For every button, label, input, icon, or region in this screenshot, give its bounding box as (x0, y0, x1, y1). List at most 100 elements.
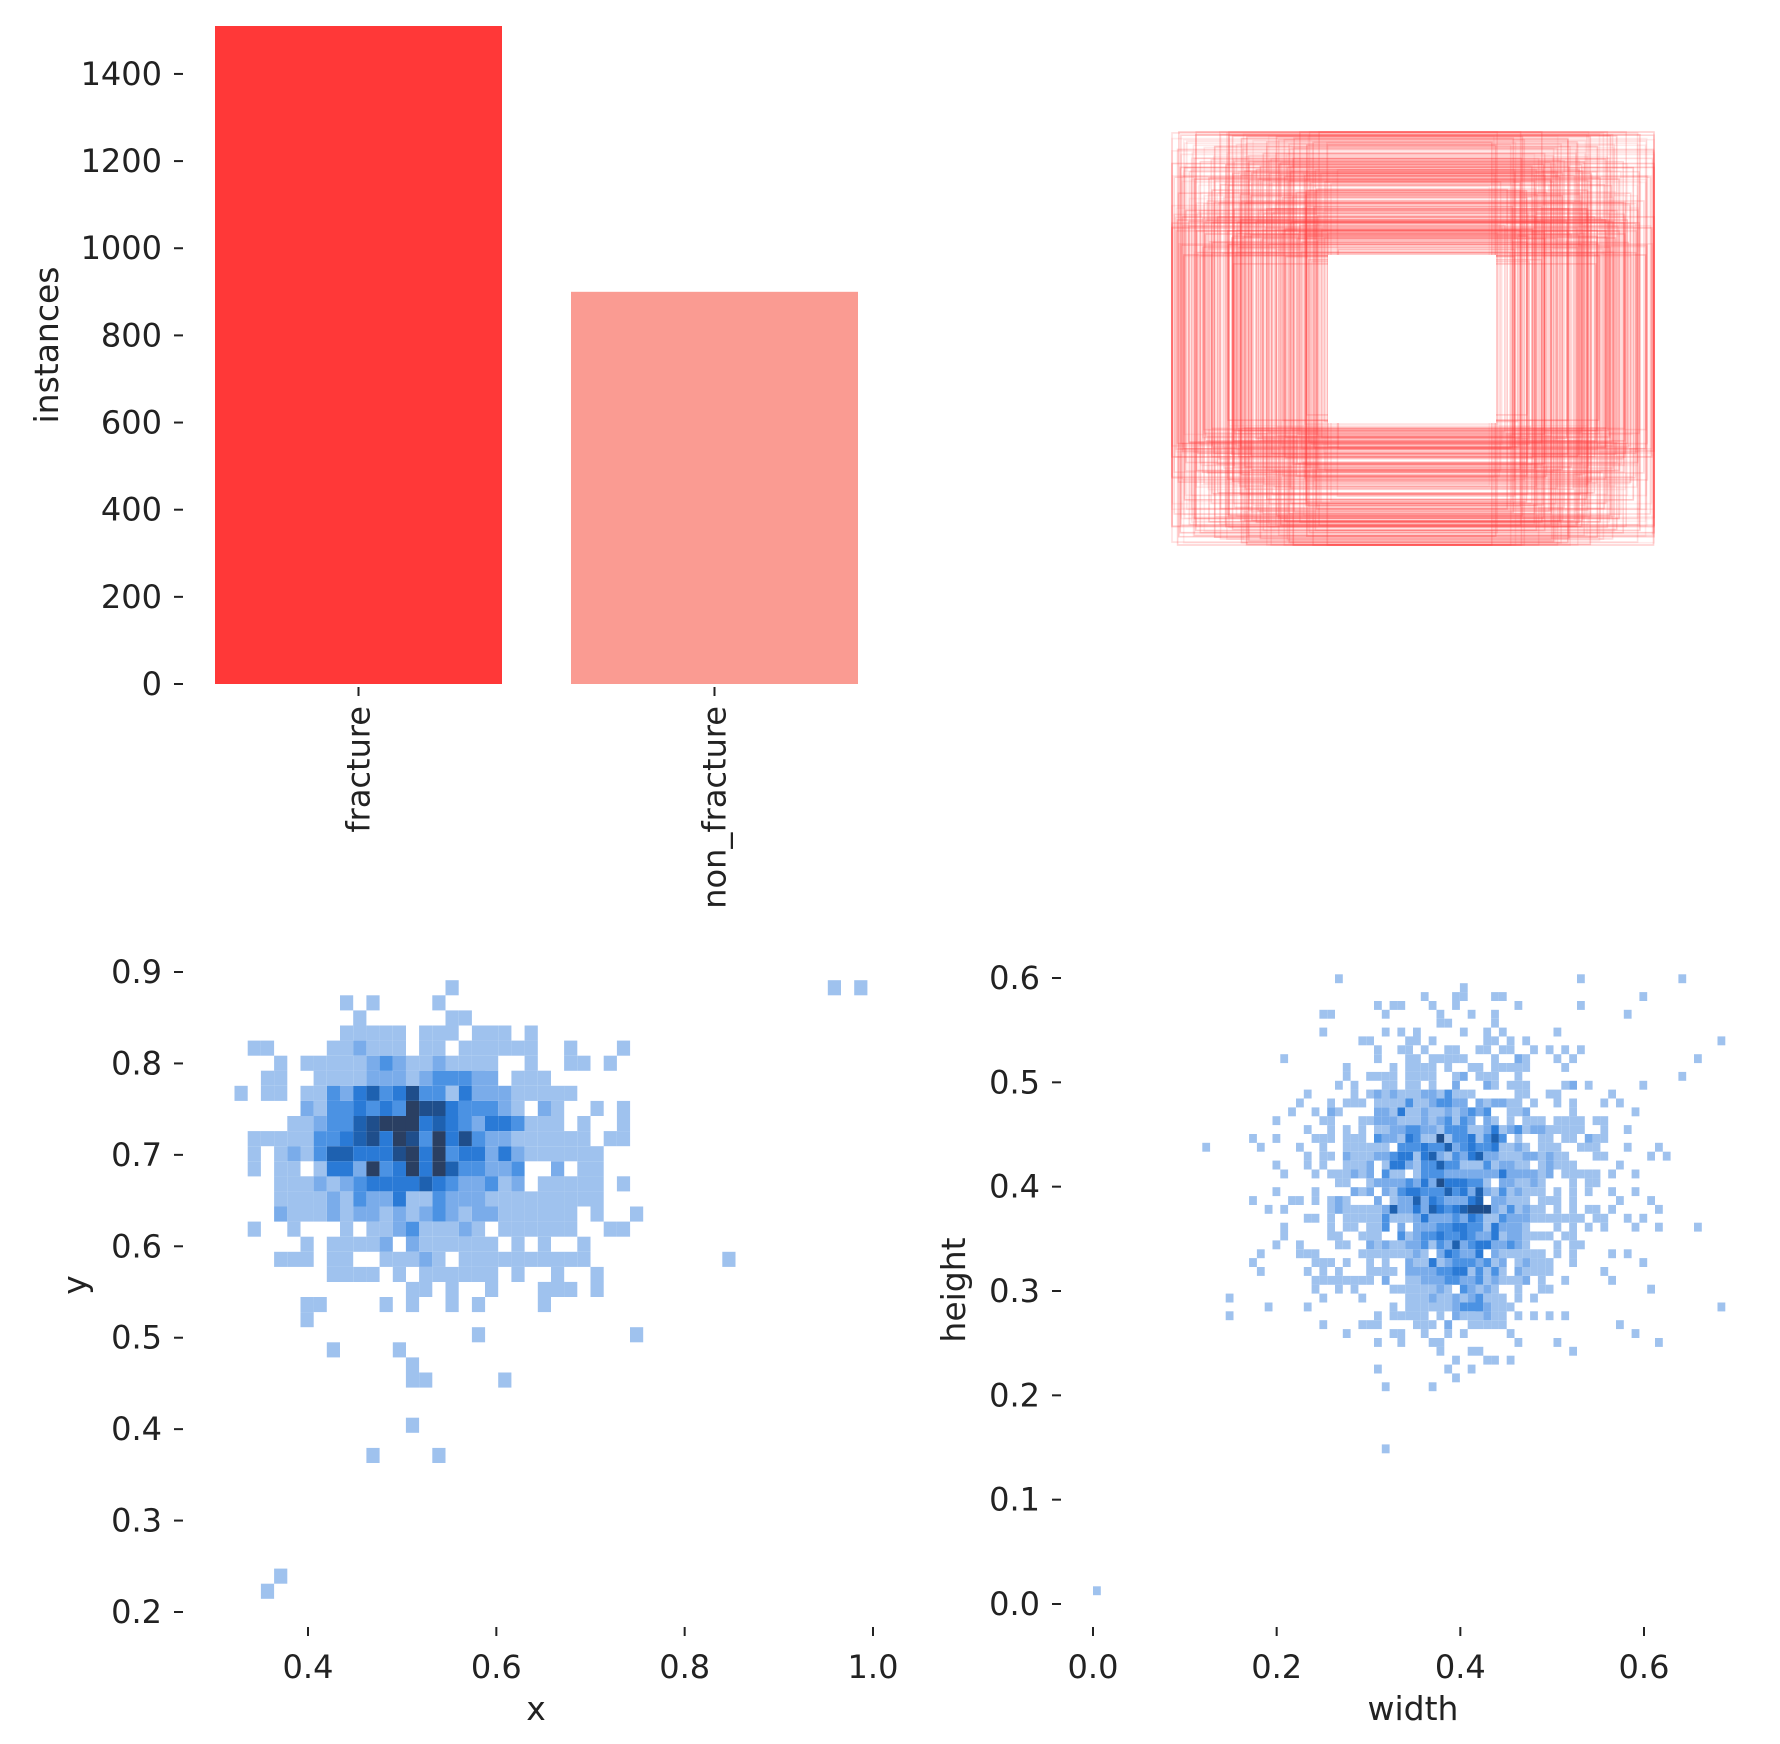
wh-heatmap-cell (1554, 1054, 1562, 1063)
xy-heatmap-cell (511, 1176, 524, 1191)
wh-heatmap-cell (1319, 1152, 1327, 1161)
xy-heatmap-cell (511, 1222, 524, 1237)
wh-heatmap-cell (1444, 1196, 1452, 1205)
wh-heatmap-cell (1507, 1178, 1515, 1187)
xy-heatmap-cell (419, 1176, 432, 1191)
wh-heatmap-cell (1429, 1143, 1437, 1152)
wh-heatmap-cell (1538, 1152, 1546, 1161)
xy-heatmap-cell (485, 1207, 498, 1222)
wh-heatmap-cell (1390, 1152, 1398, 1161)
wh-heatmap-cell (1476, 1045, 1484, 1054)
xy-heatmap-cell (340, 1026, 353, 1041)
wh-heatmap-cell (1429, 1152, 1437, 1161)
wh-heatmap-cell (1483, 1161, 1491, 1170)
wh-heatmap-cell (1483, 1311, 1491, 1320)
xy-heatmap-cell (380, 1101, 393, 1116)
xy-heatmap-cell (419, 1161, 432, 1176)
wh-heatmap-cell (1499, 1045, 1507, 1054)
xy-heatmap-cell (274, 1146, 287, 1161)
wh-heatmap-cell (1483, 1214, 1491, 1223)
wh-heatmap-cell (1460, 1099, 1468, 1108)
xy-heatmap-cell (591, 1191, 604, 1206)
xy-heatmap-cell (235, 1086, 248, 1101)
xy-heatmap-cell (301, 1237, 314, 1252)
wh-heatmap-cell (1507, 1161, 1515, 1170)
wh-heatmap-cell (1390, 1187, 1398, 1196)
wh-heatmap-cell (1515, 1063, 1523, 1072)
wh-heatmap-cell (1585, 1223, 1593, 1232)
wh-heatmap-cell (1351, 1223, 1359, 1232)
xy-heatmap-cell (525, 1086, 538, 1101)
wh-heatmap-cell (1444, 1116, 1452, 1125)
wh-heatmap-cell (1421, 1196, 1429, 1205)
wh-heatmap-cell (1273, 1161, 1281, 1170)
wh-heatmap-cell (1515, 1276, 1523, 1285)
xy-heatmap-cell (446, 1282, 459, 1297)
xy-heatmap-cell (459, 1101, 472, 1116)
xy-heatmap-cell (327, 1086, 340, 1101)
xy-x-tick-label: 1.0 (848, 1648, 899, 1686)
xy-heatmap-cell (591, 1282, 604, 1297)
wh-heatmap-cell (1421, 1249, 1429, 1258)
xy-heatmap-cell (380, 1116, 393, 1131)
wh-heatmap-cell (1296, 1249, 1304, 1258)
wh-heatmap-cell (1421, 1125, 1429, 1134)
wh-heatmap-cell (1397, 1232, 1405, 1241)
xy-heatmap-cell (301, 1191, 314, 1206)
xy-heatmap-cell (353, 1146, 366, 1161)
wh-heatmap-cell (1530, 1258, 1538, 1267)
wh-heatmap-cell (1429, 1134, 1437, 1143)
wh-heatmap-cell (1483, 1294, 1491, 1303)
wh-heatmap-cell (1257, 1143, 1265, 1152)
wh-heatmap-panel: 0.00.10.20.30.40.50.60.0 0.2 0.4 0.6 (989, 959, 1725, 1686)
xy-heatmap-cell (498, 1207, 511, 1222)
wh-heatmap-cell (1351, 1187, 1359, 1196)
wh-heatmap-cell (1569, 1081, 1577, 1090)
wh-heatmap-cell (1554, 1187, 1562, 1196)
xy-heatmap-cell (327, 1146, 340, 1161)
wh-heatmap-cell (1327, 1116, 1335, 1125)
wh-heatmap-cell (1429, 1223, 1437, 1232)
xy-heatmap-cell (577, 1191, 590, 1206)
wh-heatmap-cell (1304, 1214, 1312, 1223)
wh-heatmap-cell (1280, 1223, 1288, 1232)
xy-heatmap-cell (432, 1222, 445, 1237)
wh-heatmap-cell (1460, 1276, 1468, 1285)
wh-heatmap-cell (1405, 1285, 1413, 1294)
xy-heatmap-cell (301, 1056, 314, 1071)
wh-heatmap-cell (1608, 1090, 1616, 1099)
xy-heatmap-cell (485, 1267, 498, 1282)
wh-heatmap-cell (1343, 1196, 1351, 1205)
wh-heatmap-cell (1405, 1063, 1413, 1072)
wh-heatmap-cell (1351, 1099, 1359, 1108)
wh-heatmap-cell (1429, 1196, 1437, 1205)
wh-heatmap-cell (1397, 1249, 1405, 1258)
wh-heatmap-cell (1569, 1205, 1577, 1214)
xy-heatmap-cell (564, 1131, 577, 1146)
xy-heatmap-cell (511, 1207, 524, 1222)
wh-heatmap-cell (1491, 1036, 1499, 1045)
wh-heatmap-cell (1491, 1294, 1499, 1303)
xy-heatmap-cell (551, 1086, 564, 1101)
wh-heatmap-cell (1491, 1303, 1499, 1312)
xy-heatmap-cell (511, 1041, 524, 1056)
wh-heatmap-cell (1483, 1303, 1491, 1312)
wh-heatmap-cell (1382, 1010, 1390, 1019)
wh-heatmap-cell (1382, 1214, 1390, 1223)
wh-heatmap-cell (1444, 1294, 1452, 1303)
wh-heatmap-cell (1257, 1267, 1265, 1276)
wh-heatmap-cell (1390, 1285, 1398, 1294)
wh-heatmap-cell (1273, 1240, 1281, 1249)
wh-heatmap-cell (1530, 1205, 1538, 1214)
wh-heatmap-cell (1374, 1178, 1382, 1187)
wh-heatmap-cell (1577, 1125, 1585, 1134)
wh-heatmap-cell (1358, 1134, 1366, 1143)
wh-heatmap-cell (1491, 1019, 1499, 1028)
xy-heatmap-cell (340, 1267, 353, 1282)
wh-heatmap-cell (1554, 1249, 1562, 1258)
wh-heatmap-cell (1460, 1134, 1468, 1143)
wh-heatmap-cell (1468, 1365, 1476, 1374)
wh-heatmap-cell (1452, 1223, 1460, 1232)
wh-heatmap-cell (1444, 1223, 1452, 1232)
wh-heatmap-cell (1507, 1143, 1515, 1152)
